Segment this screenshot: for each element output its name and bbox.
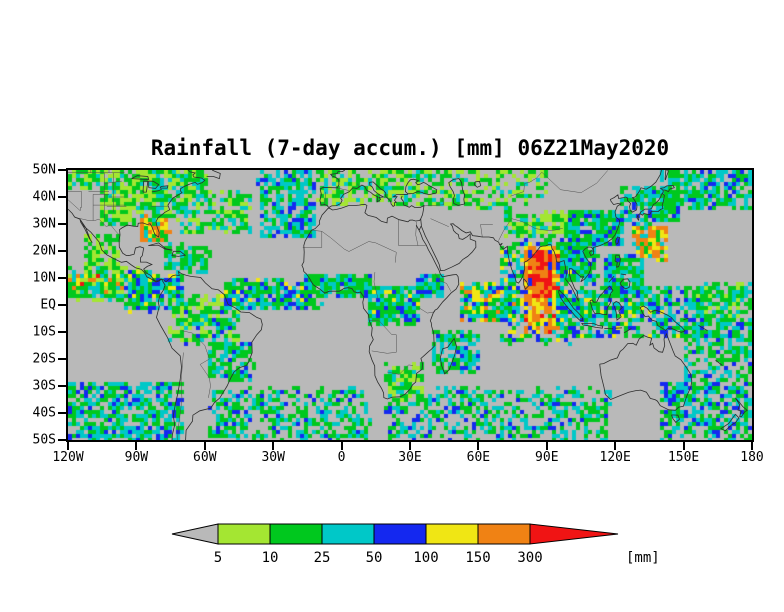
lon-label-90E: 90E — [535, 450, 559, 465]
lon-tick — [614, 442, 617, 450]
lat-label-50N: 50N — [32, 162, 56, 178]
lon-label-60E: 60E — [466, 450, 491, 465]
lat-label-40N: 40N — [32, 189, 56, 205]
lat-label-30N: 30N — [32, 216, 56, 232]
lat-tick — [58, 385, 66, 387]
colorbar-level-10: 10 — [262, 550, 279, 566]
lon-tick — [751, 442, 753, 450]
colorbar-unit-label: [mm] — [626, 550, 660, 566]
lon-label-150E: 150E — [667, 450, 700, 465]
lat-tick — [58, 412, 66, 414]
lon-label-180: 180 — [740, 450, 764, 465]
colorbar-segment-2 — [269, 523, 323, 545]
lat-label-20S: 20S — [32, 351, 56, 367]
lon-label-0: 0 — [337, 450, 346, 465]
lat-label-10S: 10S — [32, 324, 56, 340]
lat-tick — [58, 250, 66, 252]
lon-tick — [682, 442, 685, 450]
colorbar-above-arrow — [529, 523, 619, 545]
lat-label-10N: 10N — [32, 270, 56, 286]
lat-tick — [58, 169, 66, 171]
lon-tick — [67, 442, 69, 450]
lon-label-120W: 120W — [52, 450, 84, 465]
lon-tick — [340, 442, 343, 450]
colorbar-segment-5 — [425, 523, 479, 545]
lat-tick — [58, 358, 66, 360]
colorbar-level-5: 5 — [214, 550, 222, 566]
lon-tick — [477, 442, 480, 450]
colorbar-level-100: 100 — [413, 550, 438, 566]
colorbar-segment-3 — [321, 523, 375, 545]
coastlines — [68, 170, 748, 440]
colorbar-segment-1 — [217, 523, 271, 545]
lat-tick — [58, 439, 66, 441]
colorbar-segment-6 — [477, 523, 531, 545]
lat-label-30S: 30S — [32, 378, 56, 394]
lon-tick — [135, 442, 138, 450]
lon-label-60W: 60W — [193, 450, 217, 465]
colorbar-level-300: 300 — [517, 550, 542, 566]
lat-label-50S: 50S — [32, 432, 56, 448]
colorbar: 5 10 25 50 100 150 300 [mm] — [171, 523, 660, 566]
lon-label-120E: 120E — [599, 450, 631, 465]
lon-label-30W: 30W — [261, 450, 285, 465]
lat-label-20N: 20N — [32, 243, 56, 259]
plot-title: Rainfall (7-day accum.) [mm] 06Z21May202… — [150, 136, 670, 160]
lat-label-40S: 40S — [32, 405, 56, 421]
map-frame — [66, 168, 754, 442]
lat-tick — [58, 196, 66, 198]
lat-label-EQ: EQ — [40, 297, 56, 313]
colorbar-level-150: 150 — [465, 550, 490, 566]
lon-tick — [203, 442, 206, 450]
coastline-overlay — [68, 170, 748, 440]
colorbar-segment-4 — [373, 523, 427, 545]
lon-tick — [409, 442, 411, 450]
country-state-borders — [68, 170, 608, 440]
lon-tick — [545, 442, 548, 450]
colorbar-level-50: 50 — [366, 550, 383, 566]
lat-tick — [58, 277, 66, 279]
lon-label-30E: 30E — [398, 450, 422, 465]
lon-tick — [272, 442, 275, 450]
lat-tick — [58, 304, 66, 306]
colorbar-below-arrow — [171, 523, 219, 545]
colorbar-level-25: 25 — [314, 550, 331, 566]
lat-tick — [58, 223, 66, 225]
lat-tick — [58, 331, 66, 333]
lon-label-90W: 90W — [124, 450, 149, 465]
